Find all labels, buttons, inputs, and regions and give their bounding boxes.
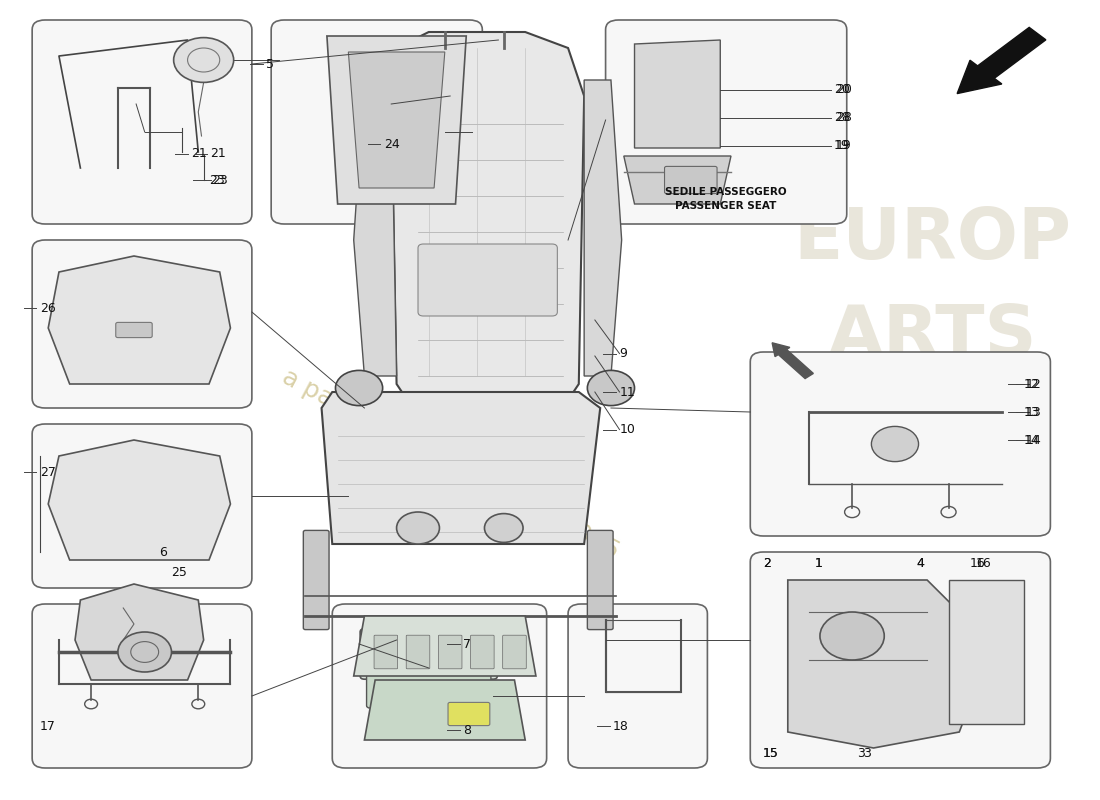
Text: 12: 12	[1025, 378, 1042, 390]
FancyBboxPatch shape	[439, 635, 462, 669]
Text: 21: 21	[210, 147, 225, 160]
Text: 1985: 1985	[880, 420, 996, 492]
Text: 3: 3	[862, 747, 871, 760]
Text: 7: 7	[463, 638, 471, 650]
Circle shape	[820, 612, 884, 660]
Polygon shape	[354, 616, 536, 676]
Text: 16: 16	[976, 557, 991, 570]
FancyBboxPatch shape	[471, 635, 494, 669]
FancyBboxPatch shape	[750, 352, 1050, 536]
FancyBboxPatch shape	[606, 20, 847, 224]
Polygon shape	[48, 440, 230, 560]
FancyBboxPatch shape	[418, 244, 558, 316]
Circle shape	[871, 426, 918, 462]
Text: 10: 10	[619, 423, 636, 436]
FancyBboxPatch shape	[32, 424, 252, 588]
Text: 16: 16	[970, 557, 986, 570]
Text: 17: 17	[40, 720, 55, 733]
Polygon shape	[48, 256, 230, 384]
Circle shape	[587, 370, 635, 406]
Polygon shape	[788, 580, 981, 748]
Text: 12: 12	[1024, 378, 1040, 390]
Text: PASSENGER SEAT: PASSENGER SEAT	[675, 202, 777, 211]
FancyBboxPatch shape	[272, 20, 482, 224]
Circle shape	[484, 514, 524, 542]
Text: 1: 1	[815, 557, 823, 570]
Text: 15: 15	[763, 747, 779, 760]
Text: 20: 20	[834, 83, 850, 96]
Polygon shape	[354, 80, 397, 376]
Text: 19: 19	[836, 139, 851, 152]
Circle shape	[174, 38, 233, 82]
FancyBboxPatch shape	[664, 166, 717, 194]
Text: 25: 25	[172, 566, 187, 578]
Circle shape	[336, 370, 383, 406]
Text: 6: 6	[158, 546, 166, 558]
Text: 15: 15	[763, 747, 779, 760]
Polygon shape	[635, 40, 720, 148]
Polygon shape	[624, 156, 732, 204]
Text: 13: 13	[1024, 406, 1040, 418]
Text: EUROP: EUROP	[793, 206, 1071, 274]
FancyArrow shape	[772, 342, 813, 378]
FancyBboxPatch shape	[360, 629, 497, 679]
FancyBboxPatch shape	[32, 604, 252, 768]
Text: 4: 4	[916, 557, 924, 570]
Text: since: since	[851, 390, 928, 442]
Text: 4: 4	[916, 557, 924, 570]
Text: 26: 26	[40, 302, 55, 314]
Text: 27: 27	[40, 466, 55, 478]
Polygon shape	[349, 52, 444, 188]
FancyBboxPatch shape	[448, 702, 490, 726]
FancyBboxPatch shape	[750, 552, 1050, 768]
Text: 28: 28	[834, 111, 850, 124]
Polygon shape	[584, 80, 621, 376]
Text: 1: 1	[815, 557, 823, 570]
Polygon shape	[364, 680, 525, 740]
FancyBboxPatch shape	[568, 604, 707, 768]
Text: 11: 11	[619, 386, 636, 398]
FancyBboxPatch shape	[374, 635, 397, 669]
Text: 24: 24	[384, 138, 399, 150]
Polygon shape	[321, 392, 601, 544]
Polygon shape	[392, 32, 584, 400]
Text: 20: 20	[836, 83, 851, 96]
Text: 14: 14	[1025, 434, 1042, 446]
Text: 14: 14	[1024, 434, 1040, 446]
FancyBboxPatch shape	[503, 635, 526, 669]
FancyBboxPatch shape	[32, 240, 252, 408]
Text: 2: 2	[763, 557, 771, 570]
Circle shape	[397, 512, 439, 544]
Text: SEDILE PASSEGGERO: SEDILE PASSEGGERO	[666, 187, 786, 197]
FancyBboxPatch shape	[366, 671, 491, 708]
Polygon shape	[327, 36, 466, 204]
Text: 19: 19	[834, 139, 849, 152]
FancyBboxPatch shape	[116, 322, 152, 338]
FancyBboxPatch shape	[406, 635, 430, 669]
Text: 18: 18	[613, 720, 629, 733]
Text: 5: 5	[266, 58, 274, 70]
FancyArrow shape	[957, 27, 1046, 94]
Text: 13: 13	[1025, 406, 1042, 418]
Text: 23: 23	[209, 174, 224, 186]
Text: 21: 21	[190, 147, 207, 160]
FancyBboxPatch shape	[304, 530, 329, 630]
Text: 8: 8	[463, 724, 471, 737]
Text: 9: 9	[619, 347, 627, 360]
FancyBboxPatch shape	[332, 604, 547, 768]
Text: ARTS: ARTS	[827, 302, 1037, 370]
Text: 28: 28	[836, 111, 851, 124]
Polygon shape	[75, 276, 204, 376]
FancyBboxPatch shape	[32, 20, 252, 224]
Text: 3: 3	[858, 747, 866, 760]
Text: a passion for parts since 1985: a passion for parts since 1985	[277, 365, 623, 563]
Circle shape	[118, 632, 172, 672]
FancyBboxPatch shape	[587, 530, 613, 630]
Text: 2: 2	[763, 557, 771, 570]
Polygon shape	[948, 580, 1024, 724]
Text: 23: 23	[212, 174, 228, 186]
Polygon shape	[75, 584, 204, 680]
